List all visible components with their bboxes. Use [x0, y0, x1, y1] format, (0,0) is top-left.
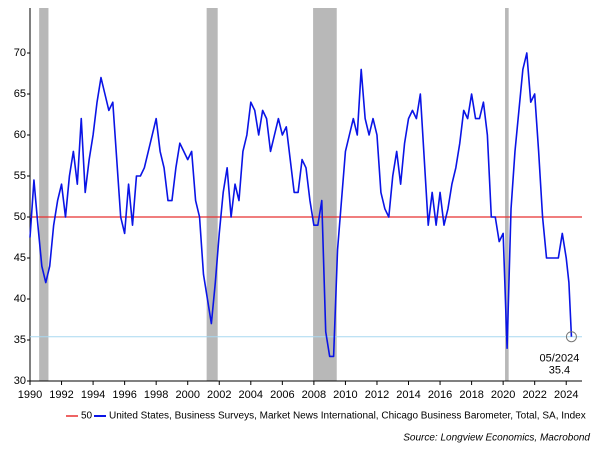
x-tick-label: 1990: [18, 389, 42, 401]
x-tick-label: 2006: [270, 389, 294, 401]
y-tick-label: 50: [14, 211, 26, 223]
y-tick-label: 40: [14, 293, 26, 305]
x-tick-label: 1996: [112, 389, 136, 401]
recession-band: [39, 8, 49, 381]
x-tick-label: 2016: [428, 389, 452, 401]
x-tick-label: 1998: [144, 389, 168, 401]
y-tick-label: 55: [14, 170, 26, 182]
series-line: [29, 52, 573, 358]
y-tick-label: 45: [14, 252, 26, 264]
x-tick-label: 2002: [207, 389, 231, 401]
x-tick-label: 1992: [49, 389, 73, 401]
x-tick-label: 2012: [365, 389, 389, 401]
x-tick-label: 2014: [396, 389, 420, 401]
recession-band: [505, 8, 509, 381]
x-tick-label: 2022: [522, 389, 546, 401]
x-tick-label: 2018: [459, 389, 483, 401]
annotation-value: 35.4: [549, 365, 570, 377]
annotation-marker: [565, 331, 577, 343]
legend-label: 50: [81, 411, 93, 422]
y-tick-label: 30: [14, 375, 26, 387]
annotation-label: 05/2024: [540, 353, 580, 365]
y-tick-label: 65: [14, 88, 26, 100]
recession-band: [313, 8, 337, 381]
x-tick-label: 2010: [333, 389, 357, 401]
legend-label: United States, Business Surveys, Market …: [109, 411, 586, 422]
x-tick-label: 2024: [554, 389, 578, 401]
y-tick-label: 60: [14, 129, 26, 141]
y-tick-label: 70: [14, 47, 26, 59]
x-tick-label: 2000: [175, 389, 199, 401]
recession-band: [206, 8, 218, 381]
x-tick-label: 1994: [81, 389, 105, 401]
x-tick-label: 2020: [491, 389, 515, 401]
source: Source: Longview Economics, Macrobond: [403, 433, 590, 444]
y-tick-label: 35: [14, 334, 26, 346]
x-tick-label: 2004: [239, 389, 263, 401]
x-tick-label: 2008: [302, 389, 326, 401]
